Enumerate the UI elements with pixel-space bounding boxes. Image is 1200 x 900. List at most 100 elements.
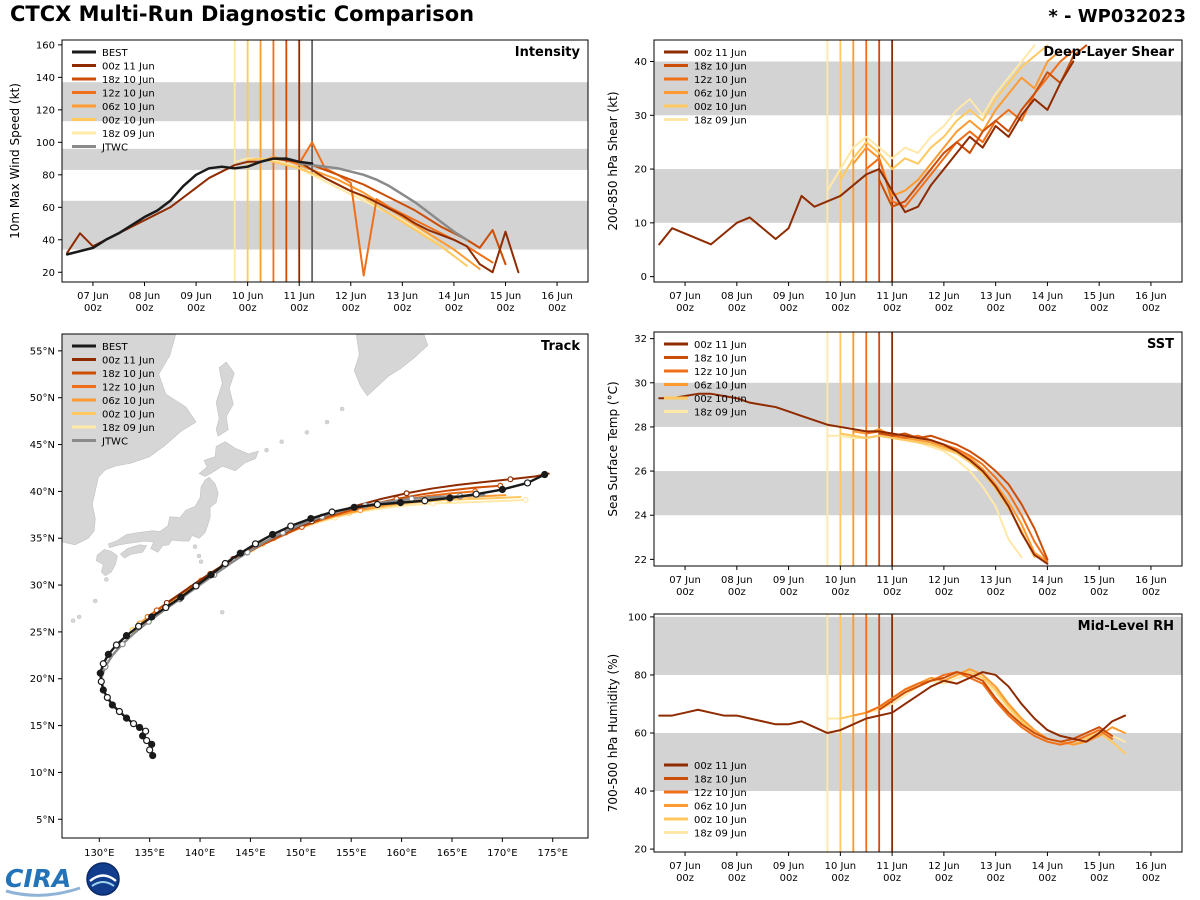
svg-text:15 Jun: 15 Jun: [1083, 861, 1115, 872]
track-marker: [541, 470, 549, 479]
intensity-ylabel: 10m Max Wind Speed (kt): [8, 83, 22, 239]
landmass: [95, 549, 118, 577]
sst-legend-label: 18z 10 Jun: [694, 354, 747, 365]
track-marker: [96, 669, 104, 677]
svg-text:00z: 00z: [1038, 303, 1056, 314]
landmass: [198, 441, 260, 477]
shear-legend-label: 18z 09 Jun: [694, 116, 747, 127]
svg-text:55°N: 55°N: [30, 346, 55, 357]
svg-text:00z: 00z: [1142, 587, 1160, 598]
track-legend-label: 00z 10 Jun: [102, 410, 155, 421]
svg-text:14 Jun: 14 Jun: [1032, 575, 1064, 586]
shear-series-00z-10-Jun: [839, 44, 1049, 181]
svg-text:30: 30: [634, 378, 647, 389]
svg-text:00z: 00z: [239, 303, 257, 314]
track-marker: [373, 500, 381, 509]
track-marker: [522, 496, 529, 503]
island-dot: [304, 430, 310, 435]
svg-text:00z: 00z: [1038, 873, 1056, 884]
rh-legend-label: 12z 10 Jun: [694, 788, 747, 799]
sst-series-00z-11-Jun: [658, 392, 1049, 565]
svg-text:130°E: 130°E: [84, 848, 114, 859]
track-marker: [507, 476, 514, 483]
svg-text:00z: 00z: [935, 303, 953, 314]
svg-text:160: 160: [36, 40, 55, 51]
track-marker: [108, 701, 116, 709]
svg-text:25°N: 25°N: [30, 627, 55, 638]
svg-text:00z: 00z: [728, 873, 746, 884]
svg-text:00z: 00z: [290, 303, 308, 314]
sst-legend-label: 12z 10 Jun: [694, 367, 747, 378]
svg-text:00z: 00z: [1142, 873, 1160, 884]
svg-text:32: 32: [634, 334, 647, 345]
svg-text:00z: 00z: [780, 303, 798, 314]
svg-text:11 Jun: 11 Jun: [283, 291, 315, 302]
svg-text:00z: 00z: [831, 587, 849, 598]
sst-title: SST: [1147, 337, 1174, 352]
cira-badge-wave2-icon: [91, 881, 115, 887]
island-dot: [76, 614, 82, 620]
svg-text:15°N: 15°N: [30, 721, 55, 732]
svg-text:09 Jun: 09 Jun: [180, 291, 212, 302]
sst-series-12z-10-Jun: [865, 430, 1049, 563]
sst-panel: 07 Jun 00z 08 Jun 00z 09 Jun 00z 10 Jun 00z 11 J…: [604, 326, 1194, 606]
svg-text:10 Jun: 10 Jun: [825, 861, 857, 872]
sst-legend-label: 00z 11 Jun: [694, 340, 747, 351]
svg-text:155°E: 155°E: [336, 848, 366, 859]
svg-text:150°E: 150°E: [286, 848, 316, 859]
rh-panel: 07 Jun 00z 08 Jun 00z 09 Jun 00z 10 Jun 00z 11 J…: [604, 608, 1194, 892]
svg-text:00z: 00z: [883, 587, 901, 598]
intensity-plot-border: [61, 39, 589, 283]
svg-text:80: 80: [42, 170, 55, 181]
cira-logo: CIRA: [2, 858, 132, 900]
intensity-title: Intensity: [515, 45, 581, 60]
sst-plot-border: [653, 331, 1183, 567]
shear-title: Deep-Layer Shear: [1043, 45, 1174, 60]
track-marker: [104, 650, 112, 658]
rh-band: [654, 733, 1182, 792]
svg-text:00z: 00z: [987, 587, 1005, 598]
svg-text:160°E: 160°E: [386, 848, 416, 859]
shear-legend-label: 12z 10 Jun: [694, 75, 747, 86]
svg-text:00z: 00z: [676, 587, 694, 598]
track-marker: [403, 490, 410, 497]
svg-text:07 Jun: 07 Jun: [669, 291, 701, 302]
track-marker: [269, 530, 277, 539]
svg-text:08 Jun: 08 Jun: [721, 575, 753, 586]
svg-text:10: 10: [634, 218, 647, 229]
landmass: [215, 361, 235, 437]
intensity-legend-label: 00z 10 Jun: [102, 116, 155, 127]
island-dot: [264, 447, 269, 453]
svg-text:135°E: 135°E: [134, 848, 164, 859]
intensity-band: [62, 82, 588, 122]
svg-text:0: 0: [641, 272, 647, 283]
intensity-series-JTWC: [297, 162, 469, 242]
svg-text:07 Jun: 07 Jun: [77, 291, 109, 302]
track-marker: [112, 641, 121, 649]
island-dot: [192, 544, 198, 549]
svg-text:00z: 00z: [1090, 873, 1108, 884]
track-marker: [251, 540, 260, 548]
shear-series-18z-09-Jun: [826, 44, 1036, 192]
cira-logo-graphic: CIRA: [5, 862, 120, 897]
track-marker: [122, 632, 131, 640]
track-marker: [135, 723, 144, 732]
svg-text:00z: 00z: [883, 873, 901, 884]
shear-panel: 07 Jun 00z 08 Jun 00z 09 Jun 00z 10 Jun 00z 11 J…: [604, 34, 1194, 322]
landmass: [353, 334, 429, 397]
sst-series-18z-09-Jun: [826, 434, 1023, 559]
track-marker: [162, 603, 170, 612]
track-legend-label: BEST: [102, 342, 129, 353]
svg-text:00z: 00z: [883, 303, 901, 314]
track-marker: [221, 559, 229, 568]
svg-text:00z: 00z: [676, 303, 694, 314]
svg-text:30: 30: [634, 111, 647, 122]
svg-text:00z: 00z: [548, 303, 566, 314]
svg-text:100: 100: [628, 612, 647, 623]
svg-text:12 Jun: 12 Jun: [928, 291, 960, 302]
intensity-legend-label: 00z 11 Jun: [102, 62, 155, 73]
svg-text:20°N: 20°N: [30, 674, 55, 685]
svg-text:10 Jun: 10 Jun: [825, 291, 857, 302]
island-dot: [70, 618, 76, 623]
